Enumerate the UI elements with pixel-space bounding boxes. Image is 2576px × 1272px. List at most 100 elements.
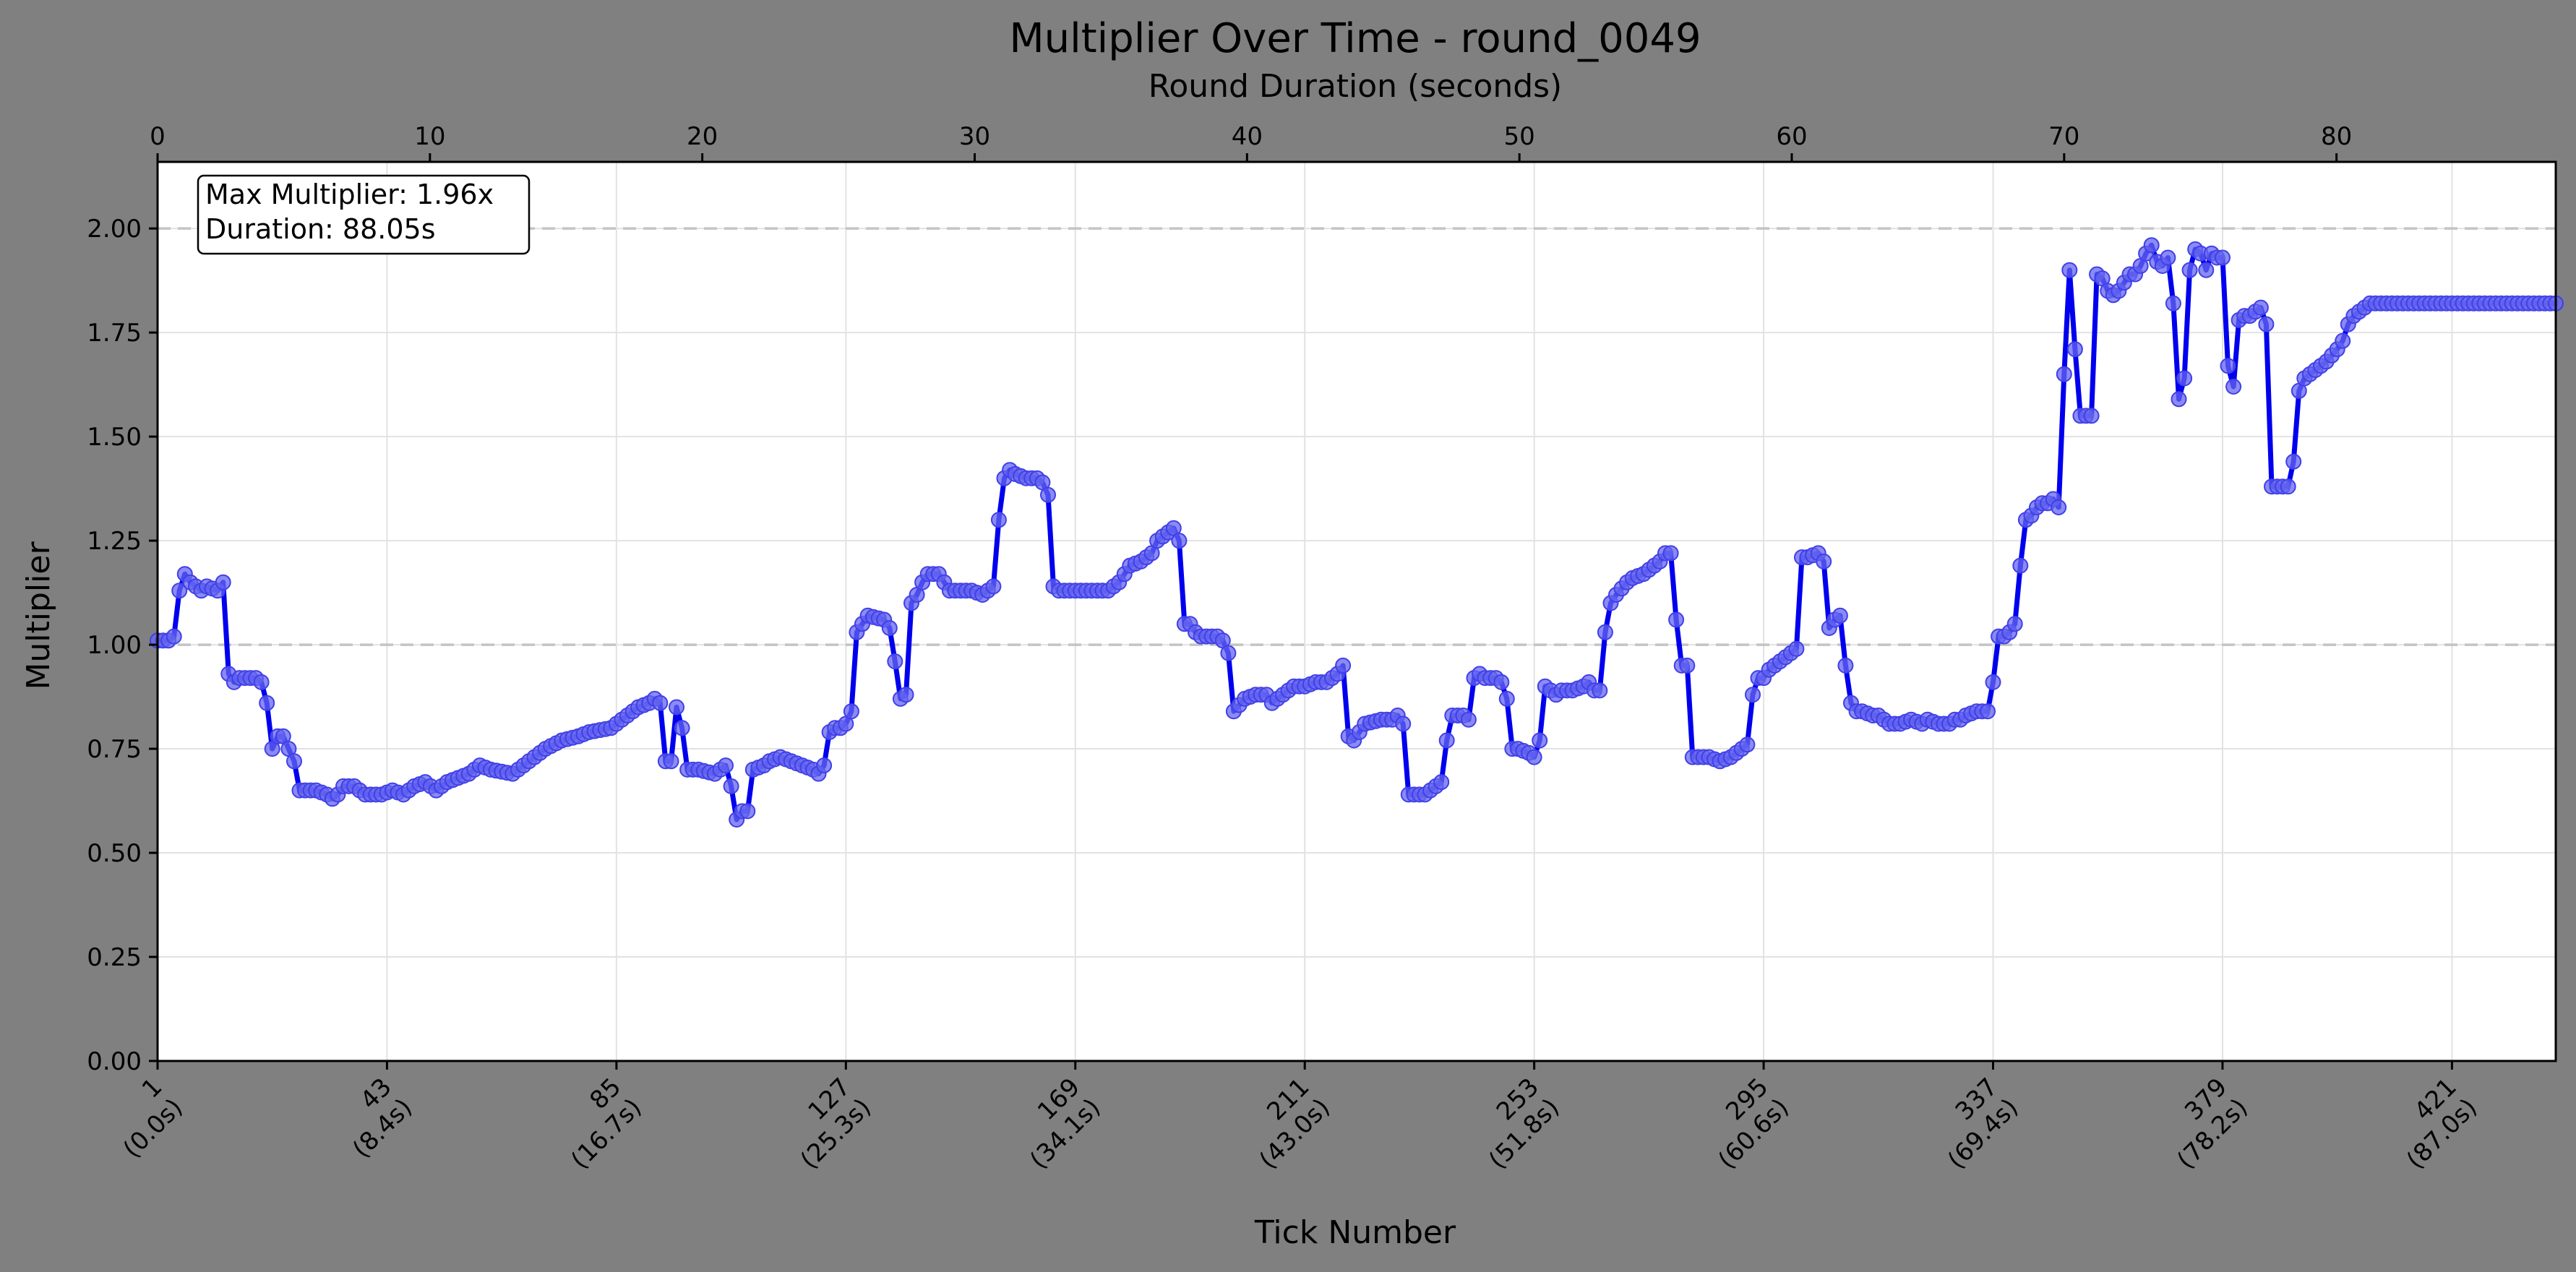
data-point	[2012, 557, 2029, 574]
data-point	[1493, 674, 1510, 690]
axes-frame	[156, 160, 2557, 1062]
data-point	[2198, 262, 2215, 278]
data-point	[1220, 645, 1237, 661]
data-point	[1597, 624, 1613, 640]
data-point	[1526, 749, 1542, 765]
annotation-line-duration: Duration: 88.05s	[205, 213, 436, 245]
data-point	[2160, 249, 2176, 266]
data-point	[669, 699, 684, 716]
top-x-tick-label: 70	[2048, 122, 2079, 151]
x-axis-label: Tick Number	[1254, 1214, 1456, 1251]
y-tick-label: 2.00	[87, 215, 142, 244]
data-point	[990, 512, 1007, 528]
data-point	[2280, 478, 2296, 495]
data-point	[1498, 690, 1515, 707]
data-point	[2051, 499, 2067, 515]
data-point	[1679, 657, 1696, 674]
data-point	[171, 583, 188, 599]
data-point	[887, 653, 903, 670]
data-point	[843, 703, 859, 720]
data-point	[215, 574, 231, 590]
data-point	[2056, 366, 2072, 382]
y-tick-label: 0.25	[87, 943, 142, 972]
top-x-tick-label: 10	[414, 122, 445, 151]
data-point	[2215, 249, 2231, 266]
data-point	[2258, 316, 2275, 332]
top-x-tick-label: 80	[2321, 122, 2352, 151]
top-x-tick-label: 0	[150, 122, 166, 151]
data-point	[2006, 616, 2023, 632]
data-point	[2181, 262, 2198, 278]
data-point	[1335, 657, 1352, 674]
top-x-tick-label: 50	[1504, 122, 1535, 151]
data-point	[1837, 657, 1854, 674]
data-point	[1592, 682, 1608, 699]
data-point	[2061, 262, 2078, 278]
data-point	[2165, 295, 2181, 311]
top-x-tick-label: 40	[1232, 122, 1263, 151]
data-point	[1980, 703, 1996, 720]
plot-area	[158, 162, 2556, 1061]
data-point	[816, 757, 833, 774]
data-point	[2176, 370, 2193, 387]
data-point	[1985, 674, 2001, 690]
data-point	[2220, 358, 2236, 374]
data-point	[985, 578, 1002, 595]
data-point	[259, 695, 275, 711]
data-point	[2171, 391, 2187, 408]
data-point	[2252, 299, 2269, 316]
data-point	[1438, 732, 1455, 749]
y-tick-label: 0.75	[87, 735, 142, 764]
y-axis-ticks: 0.00 0.25 0.50 0.75 1.00 1.25 1.50 1.75 2.00	[87, 215, 158, 1076]
y-tick-label: 1.75	[87, 319, 142, 348]
data-point	[166, 628, 182, 645]
top-x-axis-label: Round Duration (seconds)	[1149, 68, 1562, 105]
data-point	[1832, 607, 1848, 624]
annotation-box: Max Multiplier: 1.96x Duration: 88.05s	[197, 174, 531, 255]
data-point	[1745, 687, 1761, 703]
y-tick-label: 0.00	[87, 1047, 142, 1076]
top-x-tick-label: 60	[1776, 122, 1807, 151]
y-tick-label: 1.50	[87, 423, 142, 452]
top-x-tick-label: 20	[687, 122, 718, 151]
data-point	[1788, 640, 1805, 657]
data-point	[1739, 736, 1756, 753]
data-point	[2335, 332, 2351, 349]
y-tick-label: 1.25	[87, 527, 142, 556]
y-tick-label: 1.00	[87, 631, 142, 660]
data-point	[663, 753, 679, 770]
reference-lines	[158, 227, 2556, 646]
data-point	[1395, 716, 1412, 732]
data-point	[1662, 545, 1679, 562]
plot-frame	[156, 160, 2557, 1062]
y-axis-label: Multiplier	[20, 541, 57, 690]
top-x-tick-label: 30	[959, 122, 990, 151]
chart-title: Multiplier Over Time - round_0049	[1009, 15, 1701, 62]
data-point	[1532, 732, 1548, 749]
data-point	[2083, 408, 2100, 424]
data-point	[1668, 611, 1685, 628]
data-point	[2143, 237, 2160, 254]
top-x-axis-ticks: 0 10 20 30 40 50 60 70 80	[150, 122, 2352, 162]
data-point	[286, 753, 302, 770]
data-point	[1460, 711, 1477, 728]
plot-background	[158, 162, 2556, 1061]
data-point	[1433, 774, 1450, 791]
data-point	[2066, 341, 2083, 358]
data-point	[1040, 486, 1056, 503]
series-multiplier	[150, 237, 2564, 828]
data-point	[881, 620, 898, 636]
annotation-frame	[197, 174, 531, 255]
data-point	[1816, 553, 1832, 570]
y-tick-label: 0.50	[87, 839, 142, 868]
annotation-line-max: Max Multiplier: 1.96x	[205, 179, 494, 210]
data-point	[253, 674, 270, 690]
data-point	[2225, 379, 2242, 395]
data-point	[723, 778, 739, 794]
data-point	[2285, 453, 2302, 470]
data-point	[652, 695, 669, 711]
data-point	[674, 720, 690, 736]
data-point	[1171, 533, 1188, 549]
data-point	[718, 757, 734, 774]
